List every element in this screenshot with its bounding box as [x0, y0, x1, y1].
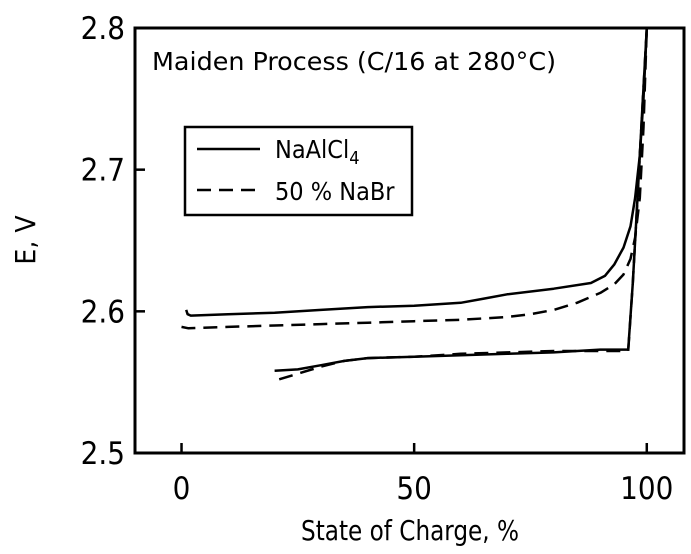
y-axis-label: E, V	[9, 215, 42, 265]
x-tick-label: 50	[396, 471, 431, 507]
legend-label-dashed: 50 % NaBr	[275, 177, 395, 206]
tick-labels: 0 50 100 2.5 2.6 2.7 2.8	[81, 11, 674, 507]
x-tick-label: 100	[620, 471, 673, 507]
plot-frame	[133, 26, 686, 455]
legend-label-solid: NaAlCl4	[275, 135, 360, 169]
series-solid-line-1	[185, 27, 649, 317]
x-axis-label: State of Charge, %	[301, 514, 519, 547]
y-tick-label: 2.6	[81, 294, 125, 330]
axis-ticks	[135, 26, 649, 455]
y-tick-label: 2.5	[81, 436, 125, 472]
series-dashed-line-1	[181, 27, 649, 330]
series-dashed-line-2	[278, 27, 649, 381]
annotation-text: Maiden Process (C/16 at 280°C)	[152, 47, 556, 76]
legend-box	[183, 125, 414, 217]
legend: NaAlCl4 50 % NaBr	[183, 125, 414, 217]
y-tick-label: 2.8	[81, 11, 125, 47]
series-layer	[181, 27, 649, 381]
x-tick-label: 0	[173, 471, 191, 507]
y-tick-label: 2.7	[81, 153, 125, 189]
